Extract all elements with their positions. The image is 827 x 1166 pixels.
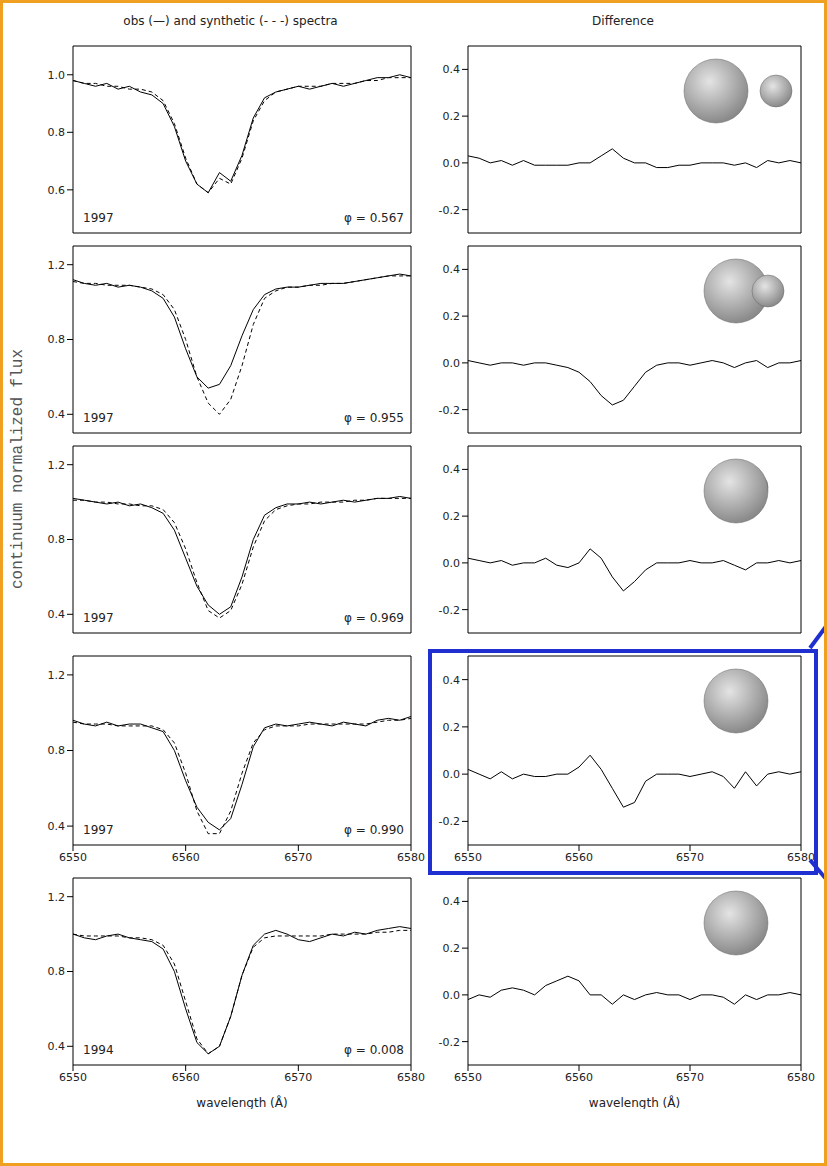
html-text:1997: 1997: [83, 211, 114, 225]
svg-text:wavelength (Å): wavelength (Å): [196, 1095, 287, 1109]
svg-text:-0.2: -0.2: [439, 1036, 460, 1049]
svg-text:-0.2: -0.2: [439, 604, 460, 617]
svg-text:6560: 6560: [172, 851, 200, 864]
svg-text:6570: 6570: [676, 851, 704, 864]
html-text:1997: 1997: [83, 611, 114, 625]
svg-text:6560: 6560: [565, 1071, 593, 1084]
html-text:obs (—) and synthetic (- - -): obs (—) and synthetic (- - -) spectra: [123, 14, 338, 28]
svg-text:6570: 6570: [284, 1071, 312, 1084]
svg-text:0.0: 0.0: [443, 357, 461, 370]
html-text:1997: 1997: [83, 411, 114, 425]
html-text:φ = 0.969: φ = 0.969: [344, 611, 404, 625]
svg-text:1.2: 1.2: [48, 669, 66, 682]
svg-text:0.0: 0.0: [443, 557, 461, 570]
html-text:φ = 0.567: φ = 0.567: [344, 211, 404, 225]
svg-text:6570: 6570: [676, 1071, 704, 1084]
svg-text:6550: 6550: [59, 1071, 87, 1084]
svg-text:-0.2: -0.2: [439, 404, 460, 417]
svg-text:0.4: 0.4: [443, 674, 461, 687]
svg-text:6570: 6570: [284, 851, 312, 864]
svg-text:6580: 6580: [787, 1071, 815, 1084]
html-text:φ = 0.008: φ = 0.008: [344, 1043, 404, 1057]
svg-text:6550: 6550: [454, 851, 482, 864]
svg-text:0.4: 0.4: [443, 895, 461, 908]
svg-text:0.2: 0.2: [443, 942, 461, 955]
svg-text:1.2: 1.2: [48, 891, 66, 904]
svg-text:1.2: 1.2: [48, 259, 66, 272]
svg-text:0.0: 0.0: [443, 989, 461, 1002]
svg-text:0.2: 0.2: [443, 721, 461, 734]
svg-text:6580: 6580: [787, 851, 815, 864]
svg-text:0.4: 0.4: [443, 263, 461, 276]
svg-text:0.8: 0.8: [48, 533, 66, 546]
svg-text:0.4: 0.4: [443, 463, 461, 476]
svg-text:0.0: 0.0: [443, 157, 461, 170]
html-text:1997: 1997: [83, 823, 114, 837]
svg-text:0.0: 0.0: [443, 768, 461, 781]
svg-text:6550: 6550: [454, 1071, 482, 1084]
svg-text:0.2: 0.2: [443, 310, 461, 323]
svg-text:0.8: 0.8: [48, 744, 66, 757]
html-text:continuum normalized flux: continuum normalized flux: [9, 349, 27, 589]
html-text:Difference: Difference: [592, 14, 654, 28]
svg-text:0.8: 0.8: [48, 965, 66, 978]
svg-text:0.8: 0.8: [48, 126, 66, 139]
svg-text:wavelength (Å): wavelength (Å): [589, 1095, 680, 1109]
svg-text:1.0: 1.0: [48, 69, 66, 82]
html-text:φ = 0.955: φ = 0.955: [344, 411, 404, 425]
html-text:φ = 0.990: φ = 0.990: [344, 823, 404, 837]
svg-text:6580: 6580: [397, 851, 425, 864]
svg-text:0.4: 0.4: [48, 608, 66, 621]
svg-text:1.2: 1.2: [48, 459, 66, 472]
html-text:1994: 1994: [83, 1043, 114, 1057]
svg-text:6550: 6550: [59, 851, 87, 864]
svg-text:0.4: 0.4: [443, 63, 461, 76]
svg-text:0.8: 0.8: [48, 333, 66, 346]
svg-text:0.4: 0.4: [48, 820, 66, 833]
svg-text:0.4: 0.4: [48, 408, 66, 421]
svg-text:0.2: 0.2: [443, 510, 461, 523]
svg-text:6560: 6560: [565, 851, 593, 864]
svg-text:-0.2: -0.2: [439, 815, 460, 828]
svg-text:0.4: 0.4: [48, 1040, 66, 1053]
svg-text:-0.2: -0.2: [439, 204, 460, 217]
svg-text:6580: 6580: [397, 1071, 425, 1084]
svg-text:0.2: 0.2: [443, 110, 461, 123]
svg-text:0.6: 0.6: [48, 184, 66, 197]
svg-text:6560: 6560: [172, 1071, 200, 1084]
